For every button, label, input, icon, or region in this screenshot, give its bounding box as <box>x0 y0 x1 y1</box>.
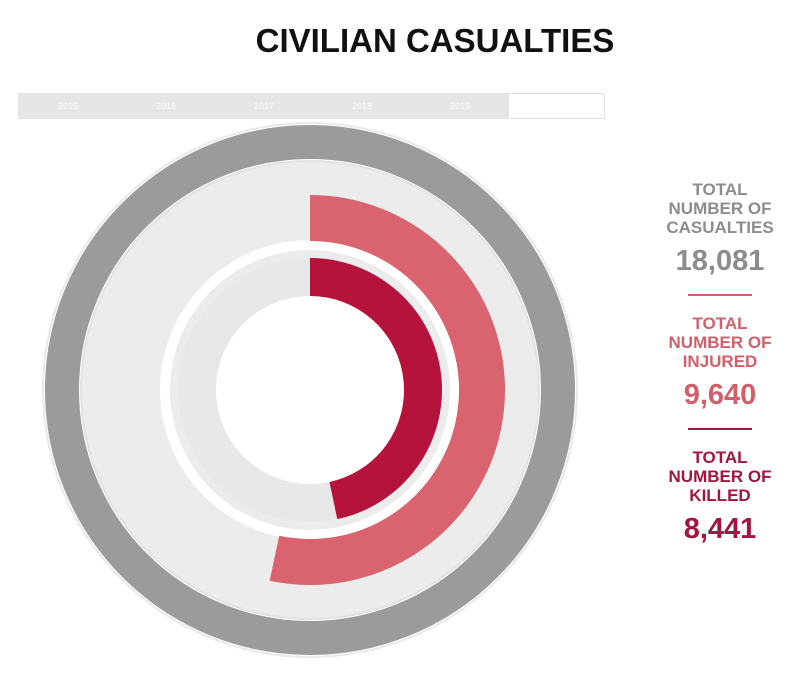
legend-label: TOTAL NUMBER OF CASUALTIES <box>666 180 774 237</box>
radial-bar <box>269 195 505 585</box>
year-tab[interactable]: 2018 <box>313 94 411 118</box>
separator <box>688 294 752 296</box>
value-label: 9,640 <box>683 379 757 411</box>
legend-item: TOTAL NUMBER OF KILLED 8,441 <box>645 448 795 546</box>
year-tab[interactable]: 2015 <box>19 94 117 118</box>
outer-ring-border <box>42 122 578 658</box>
value-label: 8,441 <box>683 513 757 545</box>
legend-label: TOTAL NUMBER OF KILLED <box>668 448 772 505</box>
legend-panel: TOTAL NUMBER OF CASUALTIES 18,081 TOTAL NU… <box>645 180 795 564</box>
year-tab[interactable]: 2016 <box>117 94 215 118</box>
legend-label: TOTAL NUMBER OF INJURED <box>668 314 772 371</box>
legend-item: TOTAL NUMBER OF INJURED 9,640 <box>645 314 795 430</box>
radial-bar <box>45 125 575 655</box>
radial-bar <box>309 258 442 520</box>
chart-title: CIVILIAN CASUALTIES <box>255 22 615 59</box>
year-tab[interactable]: 2019 <box>411 94 509 118</box>
legend-item: TOTAL NUMBER OF CASUALTIES 18,081 <box>645 180 795 296</box>
separator <box>688 428 752 430</box>
value-label: 18,081 <box>675 245 765 277</box>
year-tab[interactable]: 2017 <box>215 94 313 118</box>
track-gap <box>160 240 460 540</box>
year-tabs: 2015 2016 2017 2018 2019 <box>18 93 605 119</box>
center-hole <box>216 296 404 484</box>
